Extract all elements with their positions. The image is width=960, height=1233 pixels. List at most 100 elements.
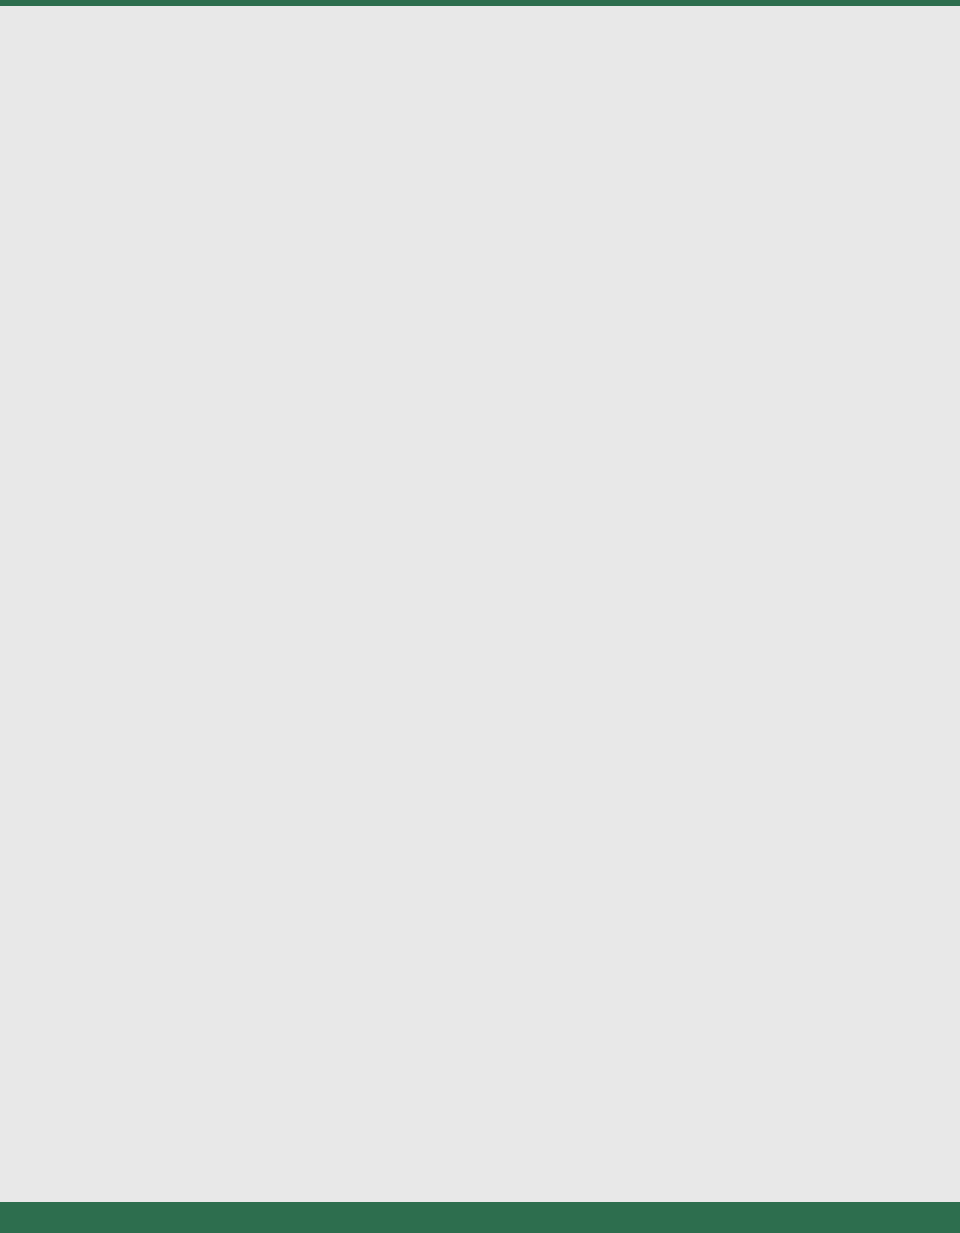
Text: 618: 618: [827, 1102, 842, 1111]
Text: 195: 195: [398, 1170, 415, 1179]
Text: 230: 230: [356, 1057, 372, 1065]
Text: 23.6: 23.6: [299, 614, 319, 624]
Text: 9.7: 9.7: [423, 594, 438, 603]
Text: 80SFP22.2: 80SFP22.2: [48, 594, 102, 603]
Text: 615: 615: [737, 1170, 754, 1179]
Text: 3": 3": [876, 470, 889, 481]
Text: 11.7: 11.7: [299, 575, 319, 583]
Text: 150: 150: [525, 1124, 541, 1133]
Text: 14: 14: [915, 1080, 924, 1089]
Text: 228: 228: [781, 1148, 798, 1157]
Text: 230: 230: [356, 1170, 372, 1179]
Text: 21.0: 21.0: [481, 634, 501, 644]
Text: 24: 24: [302, 554, 315, 563]
Text: 80SFP23.7: 80SFP23.7: [50, 1102, 100, 1111]
Text: 748: 748: [188, 1124, 204, 1133]
Text: 30: 30: [873, 1148, 883, 1157]
Text: 30: 30: [873, 1170, 883, 1179]
Text: 80: 80: [444, 1192, 454, 1201]
Text: Typ: Typ: [66, 1012, 84, 1021]
Text: 226: 226: [781, 1102, 798, 1111]
Text: 230: 230: [356, 1124, 372, 1133]
Text: 15: 15: [697, 1148, 708, 1157]
Text: 80: 80: [193, 575, 204, 583]
Text: 582: 582: [188, 1080, 204, 1089]
Text: 220: 220: [781, 1080, 798, 1089]
Text: Q [m³/h]: Q [m³/h]: [134, 554, 177, 563]
Text: D: D: [319, 1034, 326, 1043]
Text: 130: 130: [273, 1102, 288, 1111]
Text: 96: 96: [667, 554, 680, 563]
Text: 80: 80: [444, 1170, 454, 1179]
Text: 582: 582: [188, 1057, 204, 1065]
Text: 195: 195: [398, 1192, 415, 1201]
Text: 33.0: 33.0: [420, 674, 441, 683]
Text: 15: 15: [915, 1192, 924, 1201]
Text: 33.3: 33.3: [238, 655, 258, 663]
Text: 120: 120: [525, 1080, 541, 1089]
Text: 48: 48: [424, 554, 437, 563]
Text: 714: 714: [827, 1170, 842, 1179]
Text: 7: 7: [475, 1211, 485, 1224]
Text: 30.8: 30.8: [299, 634, 319, 644]
Text: 102: 102: [652, 1080, 668, 1089]
Y-axis label: H [m]: H [m]: [33, 306, 45, 342]
Text: 60: 60: [486, 1102, 496, 1111]
Text: 714: 714: [827, 1192, 842, 1201]
Text: 80: 80: [193, 674, 204, 683]
Text: 80: 80: [193, 634, 204, 644]
Text: 230: 230: [356, 1080, 372, 1089]
Text: 100: 100: [273, 1057, 288, 1065]
Text: 6.0: 6.0: [423, 575, 438, 583]
Text: 14.1: 14.1: [238, 575, 257, 583]
Text: 100: 100: [190, 655, 207, 663]
Text: 195: 195: [398, 1148, 415, 1157]
Text: 150: 150: [273, 1192, 288, 1201]
Text: 80(100)SFP25.5: 80(100)SFP25.5: [37, 1124, 112, 1133]
Text: 231: 231: [610, 1102, 626, 1111]
Text: 170: 170: [525, 1192, 541, 1201]
Text: 12: 12: [242, 554, 254, 563]
Text: 345: 345: [314, 1192, 330, 1201]
Text: 428: 428: [230, 1057, 246, 1065]
Text: 6.2: 6.2: [484, 594, 498, 603]
Text: 275: 275: [567, 1170, 584, 1179]
Text: 13.0: 13.0: [603, 655, 623, 663]
Text: 18: 18: [697, 1057, 708, 1065]
Bar: [19, 1051, 941, 1073]
Text: 80SFP22.2: 80SFP22.2: [327, 397, 383, 423]
Text: Typ: Typ: [66, 554, 84, 563]
Text: 30: 30: [873, 1124, 883, 1133]
Text: 235: 235: [567, 1057, 584, 1065]
Text: 232: 232: [610, 1080, 626, 1089]
Text: 195: 195: [398, 1057, 415, 1065]
Text: 80SFP21.5: 80SFP21.5: [194, 414, 250, 434]
Text: 33.5: 33.5: [420, 694, 441, 704]
Text: KŘIVKY VÝKONU: KŘIVKY VÝKONU: [42, 64, 223, 84]
Text: 80: 80: [444, 1080, 454, 1089]
Text: 231: 231: [610, 1148, 626, 1157]
Bar: [19, 668, 941, 689]
Text: 26.0: 26.0: [238, 614, 257, 624]
Bar: [19, 689, 941, 709]
Text: 100: 100: [145, 1148, 160, 1157]
Text: 781: 781: [188, 1148, 204, 1157]
Text: I: I: [490, 1034, 492, 1043]
Bar: [19, 1186, 941, 1208]
Text: 555: 555: [737, 1102, 754, 1111]
Text: 28.1: 28.1: [359, 655, 379, 663]
Bar: [19, 568, 941, 588]
Bar: [19, 1163, 941, 1186]
Text: 80: 80: [444, 1148, 454, 1157]
Text: 6.2: 6.2: [788, 694, 803, 704]
Bar: [19, 1095, 941, 1118]
Text: 235: 235: [567, 1080, 584, 1089]
Text: 260: 260: [314, 1080, 330, 1089]
Text: 120: 120: [525, 1057, 541, 1065]
Text: 80: 80: [193, 594, 204, 603]
Bar: [19, 609, 941, 629]
Text: 17.5: 17.5: [541, 655, 562, 663]
Text: 714: 714: [827, 1124, 842, 1133]
Text: 100: 100: [190, 694, 207, 704]
Text: 228: 228: [781, 1192, 798, 1201]
